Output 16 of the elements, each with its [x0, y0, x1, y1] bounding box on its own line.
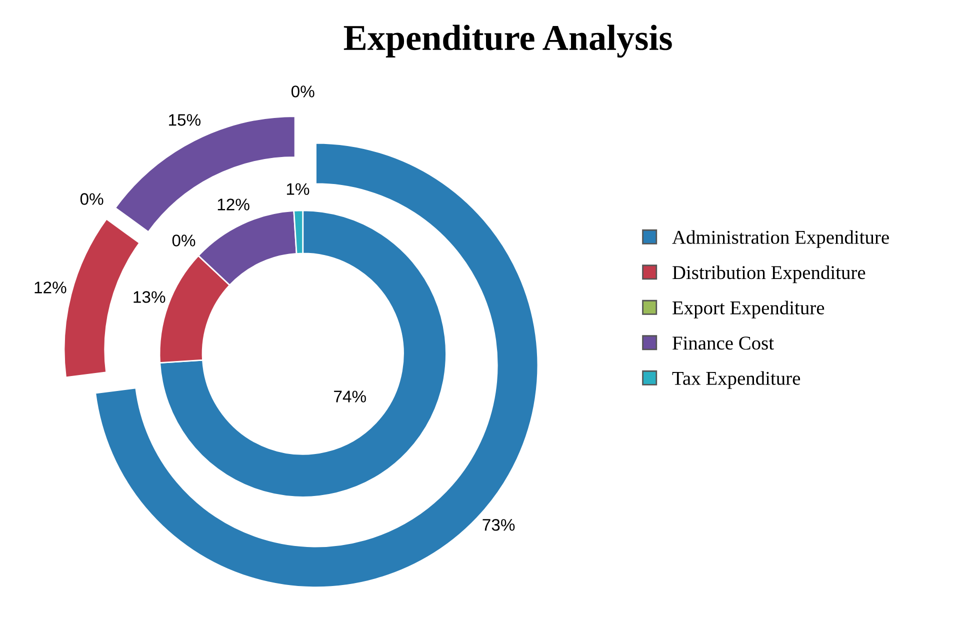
- legend-label: Finance Cost: [672, 336, 774, 350]
- chart-title: Expenditure Analysis: [344, 24, 672, 58]
- data-label: 12%: [34, 282, 66, 294]
- data-label: 12%: [218, 198, 250, 210]
- text: 0%: [291, 86, 314, 98]
- legend-label: Export Expenditure: [672, 300, 824, 318]
- data-label: 74%: [334, 390, 366, 402]
- legend-label: Administration Expenditure: [672, 230, 889, 248]
- text: 0%: [80, 193, 104, 205]
- data-label: 1%: [286, 183, 310, 195]
- text: 0%: [172, 234, 196, 246]
- data-label: 73%: [482, 519, 515, 531]
- data-label: 13%: [134, 291, 166, 303]
- data-label: 15%: [169, 114, 201, 126]
- legend-label: Tax Expenditure: [672, 371, 800, 389]
- legend-label: Distribution Expenditure: [672, 265, 866, 284]
